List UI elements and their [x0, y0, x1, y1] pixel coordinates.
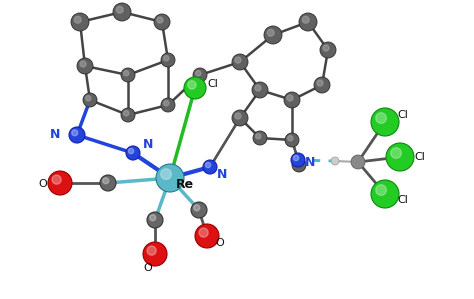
Circle shape: [69, 127, 85, 143]
Text: O: O: [144, 263, 152, 273]
Text: O: O: [216, 238, 224, 248]
Circle shape: [164, 100, 169, 106]
Circle shape: [195, 224, 219, 248]
Text: N: N: [50, 129, 60, 141]
Circle shape: [86, 96, 91, 101]
Circle shape: [74, 16, 81, 23]
Circle shape: [83, 93, 97, 107]
Text: N: N: [217, 167, 227, 181]
Circle shape: [193, 68, 207, 82]
Circle shape: [302, 16, 309, 23]
Circle shape: [252, 82, 268, 98]
Text: Cl: Cl: [208, 79, 219, 89]
Circle shape: [291, 153, 305, 167]
Circle shape: [203, 160, 217, 174]
Circle shape: [235, 57, 241, 63]
Circle shape: [161, 53, 175, 67]
Circle shape: [331, 157, 339, 165]
Circle shape: [48, 171, 72, 195]
Circle shape: [232, 110, 248, 126]
Circle shape: [71, 13, 89, 31]
Circle shape: [147, 212, 163, 228]
Circle shape: [124, 71, 129, 76]
Circle shape: [113, 3, 131, 21]
Circle shape: [157, 17, 163, 23]
Circle shape: [376, 113, 386, 123]
Circle shape: [164, 56, 169, 61]
Circle shape: [199, 228, 208, 237]
Circle shape: [235, 113, 241, 119]
Circle shape: [285, 133, 299, 147]
Circle shape: [371, 108, 399, 136]
Circle shape: [323, 45, 329, 51]
Circle shape: [299, 13, 317, 31]
Circle shape: [116, 6, 123, 13]
Circle shape: [52, 175, 61, 184]
Circle shape: [124, 111, 129, 116]
Circle shape: [77, 58, 93, 74]
Circle shape: [156, 164, 184, 192]
Circle shape: [284, 92, 300, 108]
Circle shape: [288, 135, 293, 141]
Circle shape: [255, 134, 261, 139]
Circle shape: [314, 77, 330, 93]
Circle shape: [376, 185, 386, 196]
Circle shape: [320, 42, 336, 58]
Circle shape: [121, 68, 135, 82]
Circle shape: [232, 54, 248, 70]
Circle shape: [294, 161, 300, 166]
Circle shape: [196, 71, 201, 76]
Text: N: N: [143, 138, 153, 150]
Circle shape: [103, 178, 109, 184]
Circle shape: [121, 108, 135, 122]
Circle shape: [205, 162, 211, 168]
Circle shape: [194, 205, 200, 211]
Circle shape: [72, 130, 78, 136]
Circle shape: [267, 29, 274, 36]
Circle shape: [128, 148, 134, 154]
Circle shape: [126, 146, 140, 160]
Circle shape: [161, 169, 172, 179]
Circle shape: [255, 85, 261, 91]
Circle shape: [264, 26, 282, 44]
Text: Cl: Cl: [415, 152, 426, 162]
Circle shape: [184, 77, 206, 99]
Circle shape: [100, 175, 116, 191]
Circle shape: [191, 202, 207, 218]
Circle shape: [317, 80, 323, 86]
Text: Cl: Cl: [398, 110, 409, 120]
Text: Cl: Cl: [398, 195, 409, 205]
Circle shape: [143, 242, 167, 266]
Circle shape: [293, 155, 299, 161]
Circle shape: [161, 98, 175, 112]
Circle shape: [154, 14, 170, 30]
Circle shape: [150, 215, 156, 221]
Circle shape: [371, 180, 399, 208]
Circle shape: [351, 155, 365, 169]
Circle shape: [386, 143, 414, 171]
Circle shape: [287, 95, 293, 101]
Circle shape: [292, 158, 306, 172]
Text: O: O: [38, 179, 47, 189]
Circle shape: [80, 61, 86, 67]
Circle shape: [391, 148, 401, 158]
Circle shape: [253, 131, 267, 145]
Circle shape: [188, 81, 196, 89]
Text: Re: Re: [176, 178, 194, 190]
Text: N: N: [305, 155, 315, 169]
Circle shape: [147, 246, 156, 255]
